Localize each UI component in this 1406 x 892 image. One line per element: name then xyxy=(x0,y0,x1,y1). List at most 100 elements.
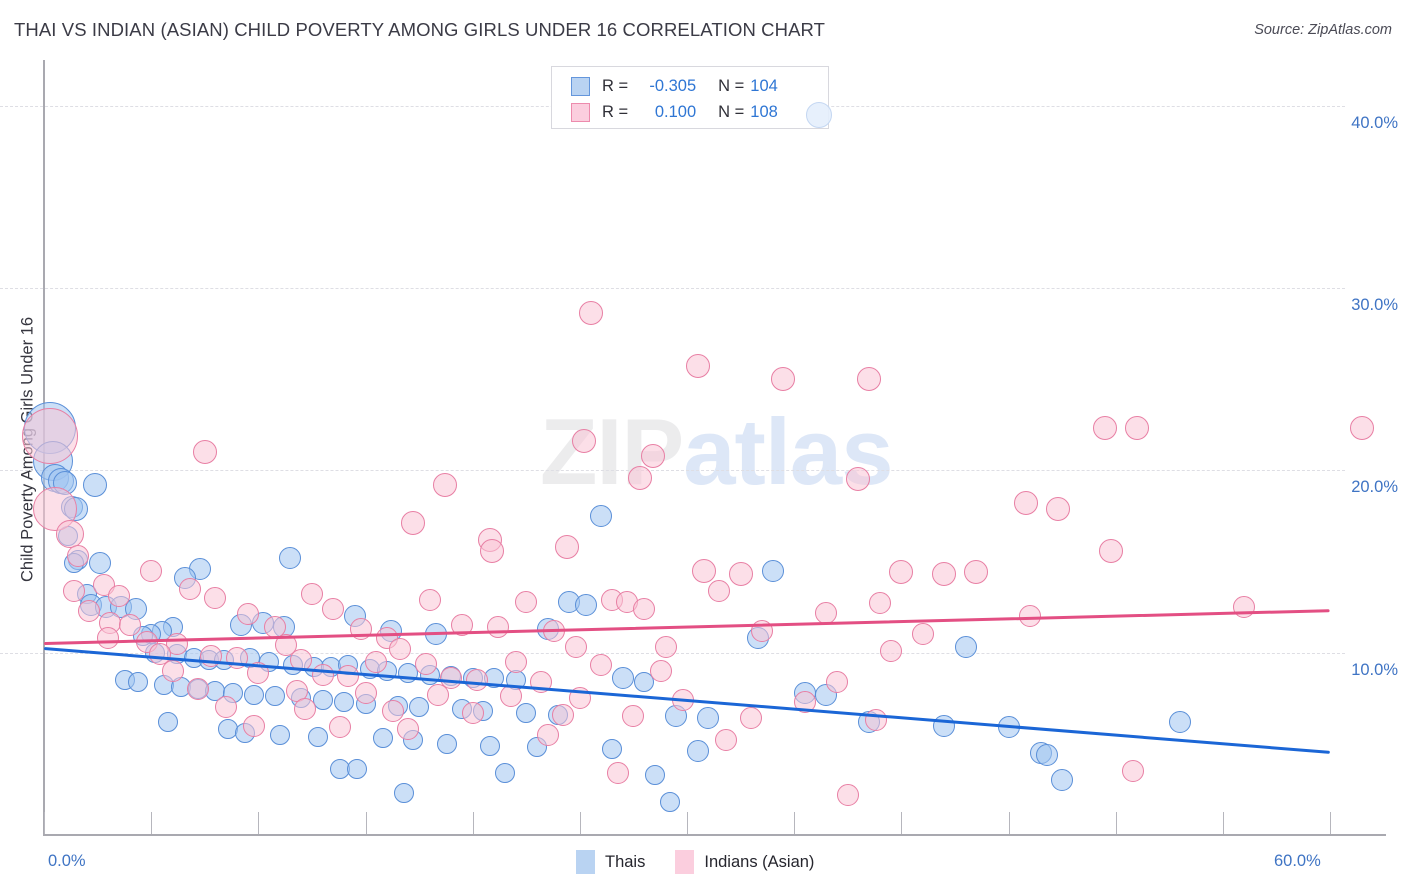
data-point[interactable] xyxy=(1350,416,1375,441)
data-point[interactable] xyxy=(427,683,450,706)
data-point[interactable] xyxy=(382,700,405,722)
data-point[interactable] xyxy=(312,690,333,711)
data-point[interactable] xyxy=(55,520,84,549)
data-point[interactable] xyxy=(83,472,108,497)
data-point[interactable] xyxy=(627,465,652,490)
data-point[interactable] xyxy=(516,702,537,723)
data-point[interactable] xyxy=(815,601,838,624)
data-point[interactable] xyxy=(187,678,210,701)
data-point[interactable] xyxy=(650,659,673,682)
data-point[interactable] xyxy=(215,696,238,719)
data-point[interactable] xyxy=(572,429,597,454)
data-point[interactable] xyxy=(1125,416,1150,441)
data-point[interactable] xyxy=(479,538,504,563)
data-point[interactable] xyxy=(148,643,171,666)
data-point[interactable] xyxy=(911,623,934,646)
data-point[interactable] xyxy=(158,711,179,732)
data-point[interactable] xyxy=(63,579,85,602)
data-point[interactable] xyxy=(128,671,149,692)
data-point[interactable] xyxy=(575,594,598,617)
data-point[interactable] xyxy=(418,588,441,611)
data-point[interactable] xyxy=(761,559,784,582)
data-point[interactable] xyxy=(322,597,345,620)
data-point[interactable] xyxy=(204,586,227,609)
data-point[interactable] xyxy=(409,697,430,718)
data-point[interactable] xyxy=(436,733,457,754)
data-point[interactable] xyxy=(590,654,613,677)
data-point[interactable] xyxy=(515,590,538,613)
data-point[interactable] xyxy=(659,792,680,813)
data-point[interactable] xyxy=(933,714,956,737)
data-point[interactable] xyxy=(697,707,720,730)
data-point[interactable] xyxy=(140,559,163,582)
data-point[interactable] xyxy=(964,560,989,585)
data-point[interactable] xyxy=(465,669,488,691)
data-point[interactable] xyxy=(1168,710,1191,733)
data-point[interactable] xyxy=(388,638,411,660)
data-point[interactable] xyxy=(394,783,415,804)
data-point[interactable] xyxy=(578,301,603,326)
data-point[interactable] xyxy=(1092,416,1117,441)
data-point[interactable] xyxy=(192,440,217,465)
data-point[interactable] xyxy=(78,599,100,622)
data-point[interactable] xyxy=(601,739,622,760)
data-point[interactable] xyxy=(365,650,388,673)
data-point[interactable] xyxy=(400,511,425,536)
data-point[interactable] xyxy=(337,665,360,688)
data-point[interactable] xyxy=(334,691,355,712)
data-point[interactable] xyxy=(461,701,484,724)
data-point[interactable] xyxy=(634,671,655,692)
data-point[interactable] xyxy=(889,560,914,585)
data-point[interactable] xyxy=(864,709,887,732)
data-point[interactable] xyxy=(879,639,902,662)
data-point[interactable] xyxy=(108,585,131,608)
data-point[interactable] xyxy=(1045,496,1070,521)
data-point[interactable] xyxy=(88,552,111,575)
data-point[interactable] xyxy=(551,703,574,726)
data-point[interactable] xyxy=(1121,760,1144,783)
data-point[interactable] xyxy=(118,614,141,637)
data-point[interactable] xyxy=(265,686,286,707)
data-point[interactable] xyxy=(633,597,656,620)
data-point[interactable] xyxy=(554,534,579,559)
data-point[interactable] xyxy=(932,562,957,587)
data-point[interactable] xyxy=(372,728,393,749)
data-point[interactable] xyxy=(432,472,457,497)
data-point[interactable] xyxy=(740,707,763,730)
data-point[interactable] xyxy=(67,545,90,567)
data-point[interactable] xyxy=(1099,538,1124,563)
data-point[interactable] xyxy=(479,735,500,756)
data-point[interactable] xyxy=(826,670,849,693)
data-point[interactable] xyxy=(300,583,323,606)
data-point[interactable] xyxy=(279,546,302,569)
data-point[interactable] xyxy=(236,603,259,626)
data-point[interactable] xyxy=(590,504,613,527)
data-point[interactable] xyxy=(311,663,334,686)
data-point[interactable] xyxy=(954,636,977,659)
data-point[interactable] xyxy=(1036,743,1059,766)
data-point[interactable] xyxy=(611,667,634,690)
data-point[interactable] xyxy=(243,714,266,737)
data-point[interactable] xyxy=(714,729,737,752)
data-point[interactable] xyxy=(686,740,709,763)
data-point[interactable] xyxy=(269,724,290,745)
data-point[interactable] xyxy=(161,659,184,682)
data-point[interactable] xyxy=(607,762,630,784)
data-point[interactable] xyxy=(346,759,367,780)
data-point[interactable] xyxy=(728,562,753,587)
data-point[interactable] xyxy=(1051,769,1074,792)
data-point[interactable] xyxy=(328,716,351,739)
data-point[interactable] xyxy=(308,726,329,747)
data-point[interactable] xyxy=(771,367,796,392)
data-point[interactable] xyxy=(708,579,731,602)
legend-item[interactable]: Indians (Asian) xyxy=(675,850,814,874)
data-point[interactable] xyxy=(564,636,587,659)
data-point[interactable] xyxy=(487,616,510,639)
data-point[interactable] xyxy=(397,718,420,741)
data-point[interactable] xyxy=(1233,596,1256,619)
data-point[interactable] xyxy=(654,636,677,659)
data-point[interactable] xyxy=(640,443,665,468)
data-point[interactable] xyxy=(178,577,201,600)
data-point[interactable] xyxy=(1013,491,1038,516)
data-point[interactable] xyxy=(504,650,527,673)
